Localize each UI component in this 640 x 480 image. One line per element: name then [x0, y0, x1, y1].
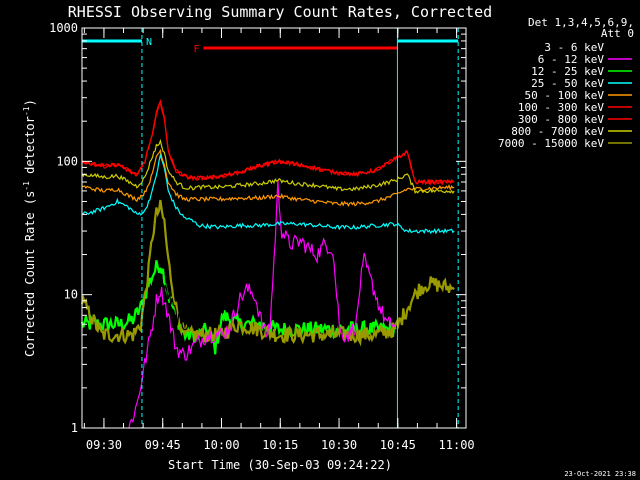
- legend-entry-label: 7000 - 15000 keV: [498, 137, 604, 150]
- series-line-3: [81, 152, 455, 235]
- instrument-marker-label-0: N: [146, 37, 152, 48]
- legend-entry-label: 300 - 800 keV: [518, 113, 604, 126]
- series-line-7: [81, 138, 455, 195]
- series-layer: [80, 98, 455, 429]
- y-axis-label: Corrected Count Rate (s-1 detector-1): [22, 99, 37, 357]
- y-tick-label: 10: [64, 288, 78, 302]
- x-axis-label: Start Time (30-Sep-03 09:24:22): [168, 458, 392, 472]
- legend-header-line2: Att 0: [601, 27, 634, 40]
- legend-entry-label: 50 - 100 keV: [525, 89, 605, 102]
- x-tick-label: 10:00: [203, 438, 239, 452]
- x-tick-label: 10:45: [380, 438, 416, 452]
- x-tick-label: 09:30: [86, 438, 122, 452]
- x-tick-label: 09:45: [145, 438, 181, 452]
- x-tick-label: 11:00: [439, 438, 475, 452]
- x-tick-label: 10:30: [321, 438, 357, 452]
- legend-entry-label: 800 - 7000 keV: [511, 125, 604, 138]
- series-line-0: [140, 210, 397, 413]
- y-tick-label: 100: [56, 154, 78, 168]
- axes-layer: 1 10 100 1000 09:30 09:45 10:00 10:15 10:30 10:45…: [49, 21, 475, 452]
- legend-entry-label: 12 - 25 keV: [531, 65, 604, 78]
- legend-entry-label: 100 - 300 keV: [518, 101, 604, 114]
- series-line-1: [128, 180, 397, 429]
- legend-entry-label: 25 - 50 keV: [531, 77, 604, 90]
- series-line-6: [81, 102, 455, 186]
- chart-title: RHESSI Observing Summary Count Rates, Co…: [68, 3, 492, 21]
- y-tick-label: 1000: [49, 21, 78, 35]
- y-tick-label: 1: [71, 421, 78, 435]
- instrument-marker-label-1: F: [193, 44, 199, 55]
- plot-frame: [81, 27, 467, 429]
- markers-layer: NF: [81, 28, 459, 428]
- legend-entry-label: 3 - 6 keV: [544, 41, 604, 54]
- legend-header-line1: Det 1,3,4,5,6,9,: [528, 16, 634, 29]
- legend-entry-label: 6 - 12 keV: [538, 53, 605, 66]
- footer-date: 23-Oct-2021 23:38: [564, 470, 636, 478]
- series-line-4: [81, 148, 455, 208]
- x-tick-label: 10:15: [262, 438, 298, 452]
